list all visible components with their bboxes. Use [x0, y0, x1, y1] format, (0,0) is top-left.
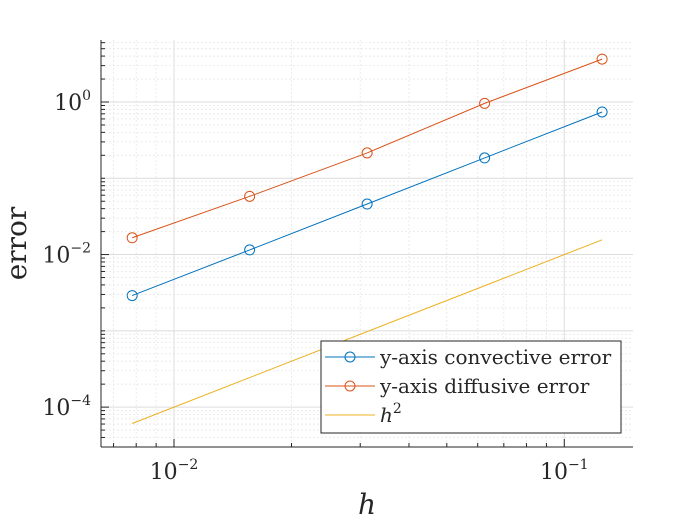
legend: y-axis convective error y-axis diffusive …	[320, 340, 622, 434]
tick-marks	[101, 42, 565, 448]
x-tick-label: 10−2	[150, 457, 199, 485]
x-tick-label: 10−1	[540, 457, 589, 485]
data-point	[244, 190, 256, 202]
data-point	[479, 97, 491, 109]
x-axis-label: h	[358, 488, 376, 521]
data-point	[361, 147, 373, 159]
data-point	[361, 198, 373, 210]
data-point	[126, 290, 138, 302]
data-point	[479, 152, 491, 164]
data-point	[596, 53, 608, 65]
series-line-1	[131, 111, 603, 297]
axes	[100, 40, 633, 448]
legend-label: y-axis diffusive error	[379, 374, 590, 398]
legend-label: y-axis convective error	[379, 345, 612, 369]
y-tick-label: 10−2	[42, 241, 91, 269]
data-point	[126, 232, 138, 244]
data-point	[596, 106, 608, 118]
y-tick-label: 10−4	[42, 393, 91, 421]
legend-marker	[344, 380, 356, 392]
legend-box	[320, 340, 622, 434]
tick-labels: 10−2 10−1 100 10−2 10−4	[42, 88, 588, 485]
data-point	[244, 244, 256, 256]
series-layer	[126, 53, 608, 424]
legend-label: h2	[380, 401, 402, 427]
series-line-2	[132, 58, 603, 239]
legend-marker	[344, 351, 356, 363]
y-axis-label: error	[0, 206, 33, 280]
y-tick-label: 100	[54, 88, 91, 116]
series-line-3	[131, 239, 603, 424]
